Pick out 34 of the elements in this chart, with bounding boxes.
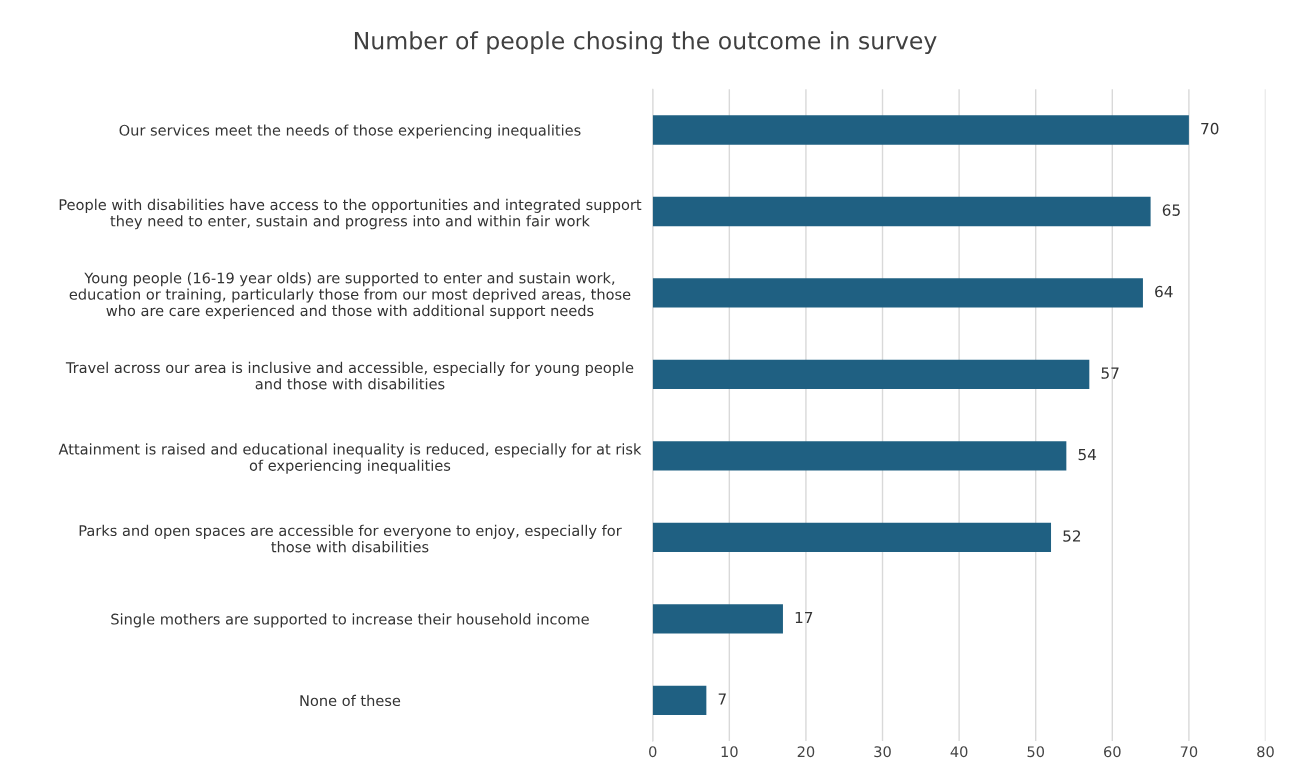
chart-title: Number of people chosing the outcome in survey <box>354 31 937 55</box>
y-tick-label: None of these <box>300 694 401 707</box>
x-tick-label: 40 <box>950 746 968 758</box>
data-label: 65 <box>1162 204 1180 216</box>
x-tick-label: 80 <box>1257 746 1274 758</box>
y-tick-label: People with disabilities have access to the opportunities and integrated support they need to enter, sustain and progress into and within fair work <box>59 198 642 230</box>
data-label: 57 <box>1101 367 1119 379</box>
x-tick-label: 50 <box>1027 746 1045 758</box>
x-tick-label: 60 <box>1104 746 1121 758</box>
bar <box>652 685 707 716</box>
x-tick-label: 70 <box>1180 746 1198 758</box>
y-tick-label: Attainment is raised and educational inequality is reduced, especially for at risk of experiencing inequalities <box>58 443 642 474</box>
x-tick-label: 30 <box>874 746 891 758</box>
y-tick-label: Single mothers are supported to increase their household income <box>111 613 589 628</box>
y-tick-label: Parks and open spaces are accessible for everyone to enjoy, especially for those with disabilities <box>79 524 622 553</box>
y-tick-label: Young people (16-19 year olds) are supported to enter and sustain work, education or training, particularly those from our most deprived areas, those who are care experienced and those with additional support needs <box>69 272 631 319</box>
data-label: 17 <box>795 611 813 624</box>
bar <box>652 196 1151 227</box>
data-label: 7 <box>718 693 726 705</box>
x-tick-label: 10 <box>721 746 738 758</box>
y-tick-label: Travel across our area is inclusive and accessible, especially for young people and those with disabilities <box>65 361 634 390</box>
data-label: 70 <box>1201 122 1219 135</box>
data-label: 52 <box>1063 530 1081 542</box>
bar <box>652 441 1067 471</box>
data-label: 64 <box>1155 285 1173 298</box>
x-tick-label: 0 <box>649 746 657 758</box>
x-tick-label: 20 <box>797 746 815 758</box>
bar <box>652 359 1090 390</box>
bar <box>652 604 783 634</box>
bar <box>652 522 1052 553</box>
bar <box>652 278 1143 308</box>
data-label: 54 <box>1078 448 1097 461</box>
bar <box>652 115 1189 145</box>
y-tick-label: Our services meet the needs of those experiencing inequalities <box>119 124 581 139</box>
